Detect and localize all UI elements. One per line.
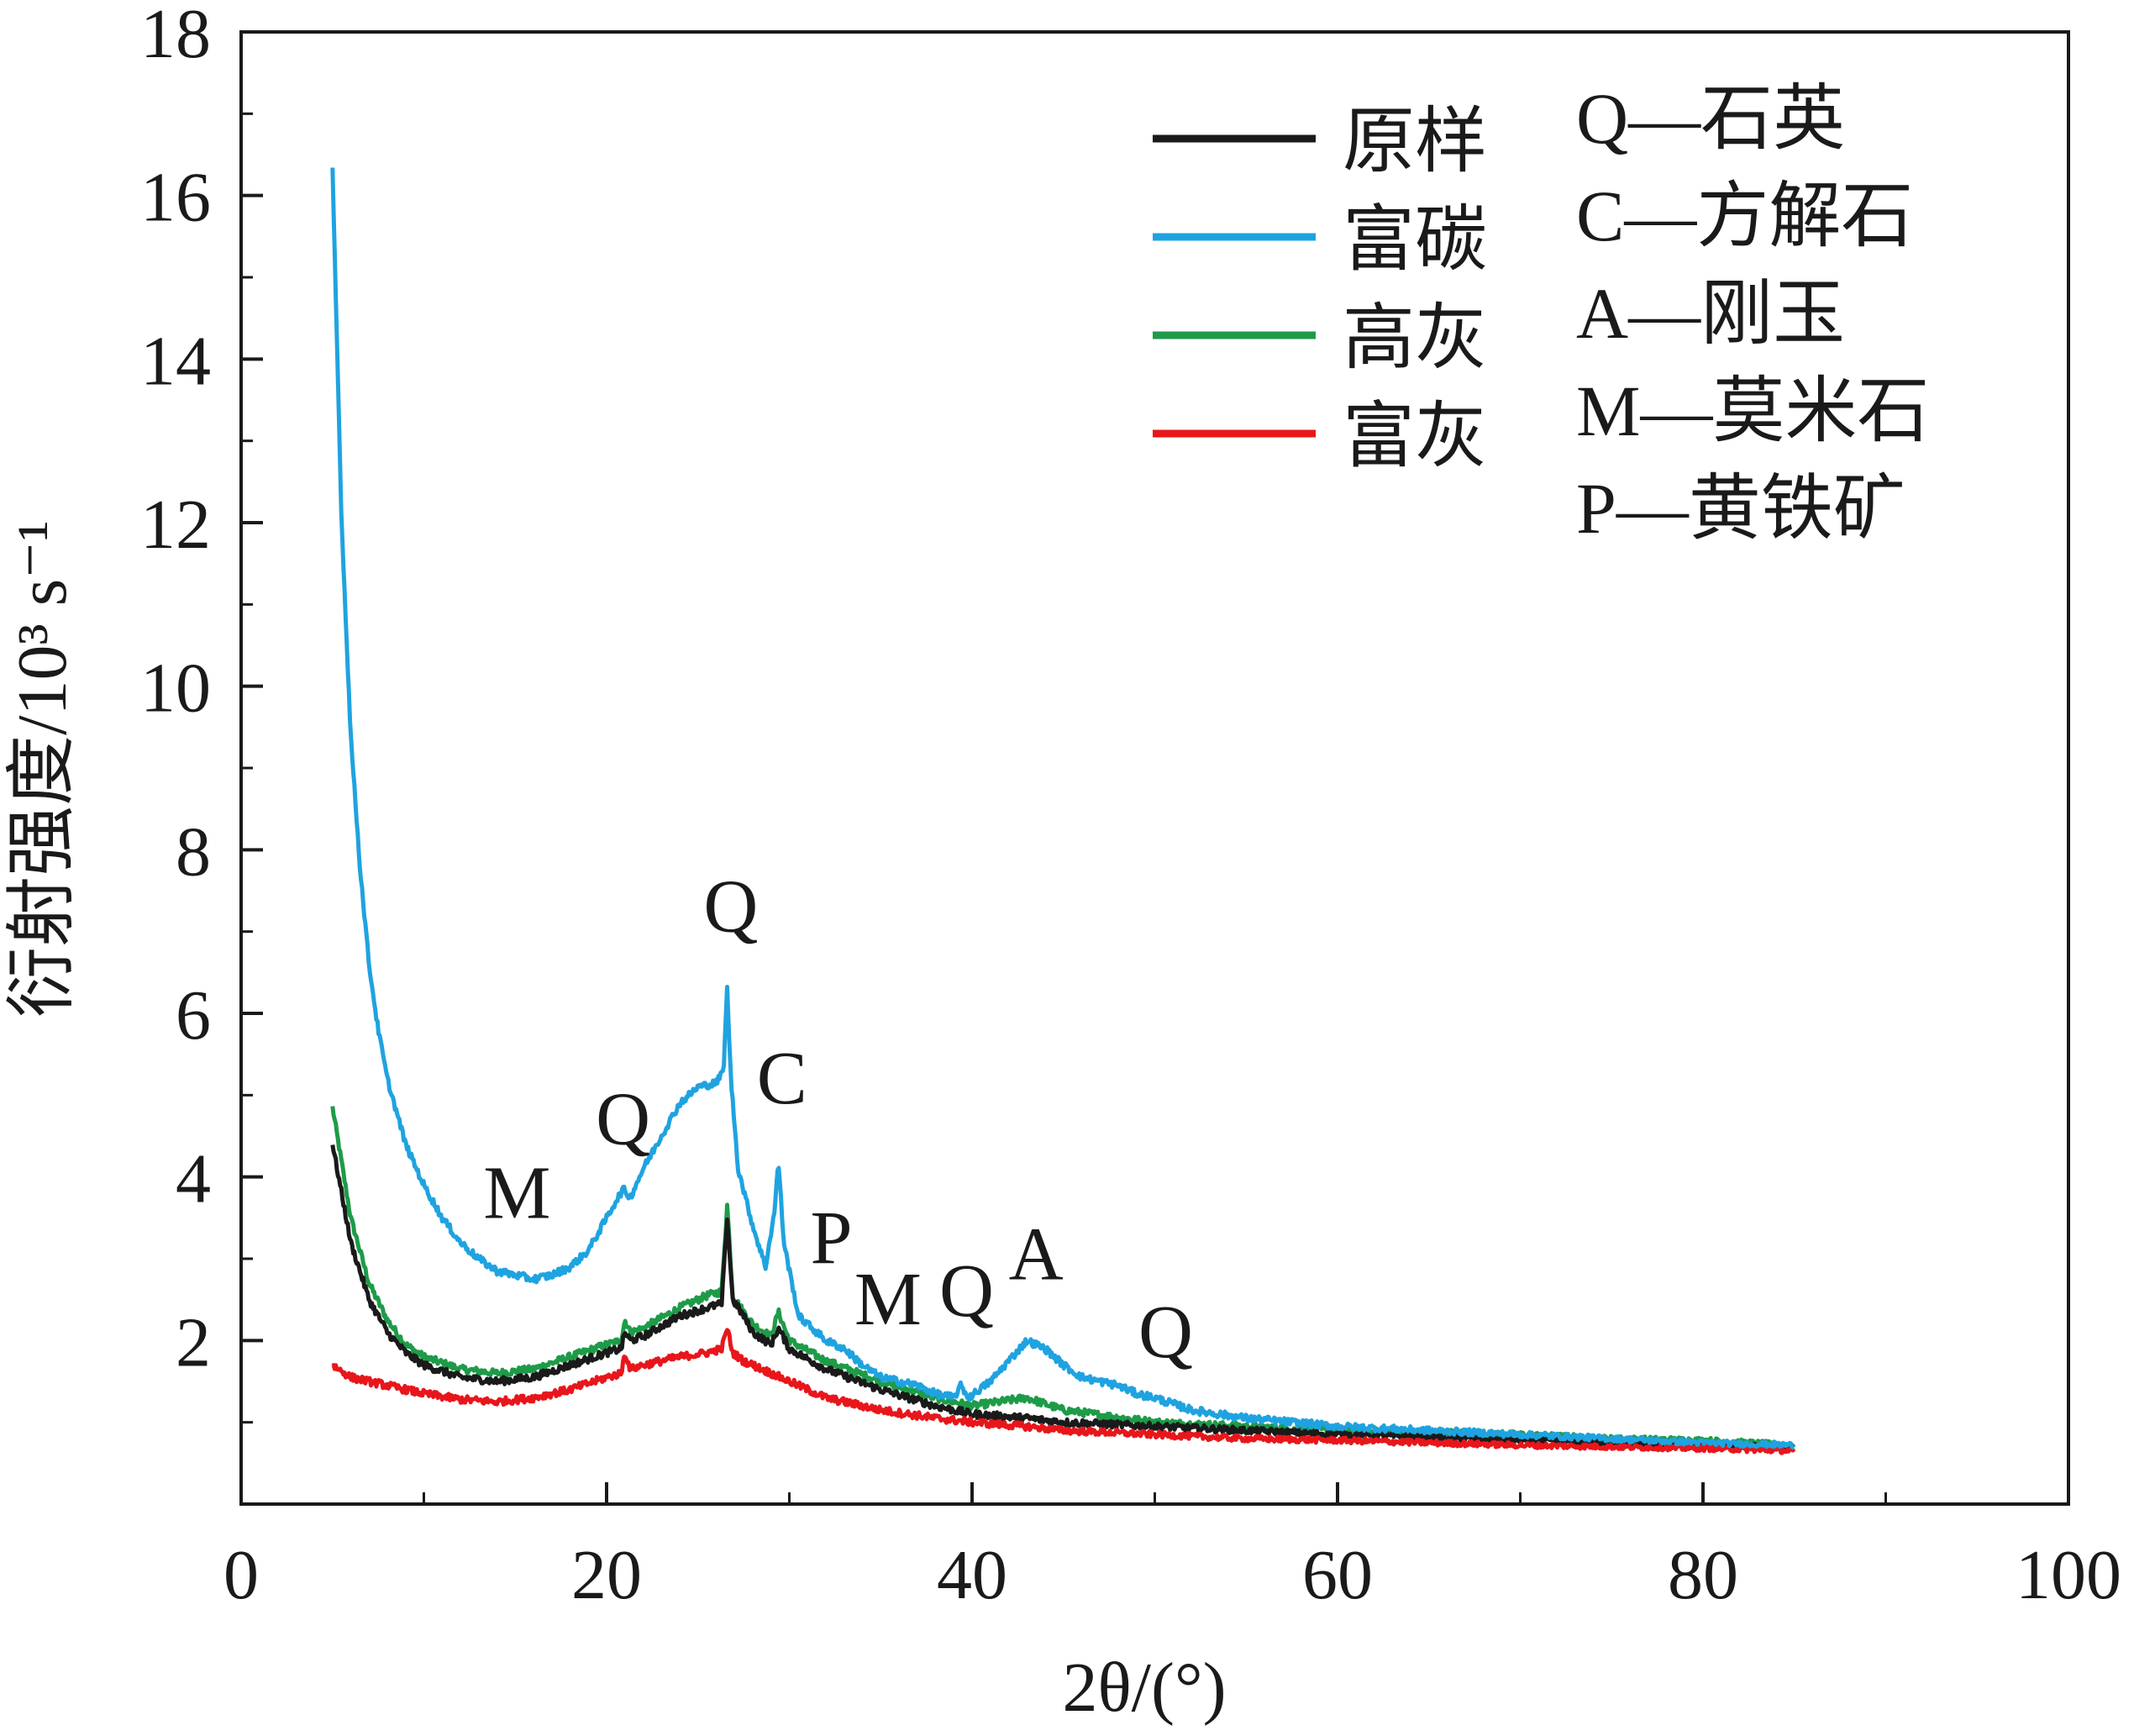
- y-tick-label: 2: [176, 1303, 211, 1381]
- y-tick-label: 8: [176, 813, 211, 891]
- legend-label-0: 原样: [1343, 99, 1487, 183]
- peak-label-c: C: [757, 1037, 807, 1120]
- series-group: [330, 167, 1796, 1455]
- peak-label-a: A: [1009, 1213, 1064, 1296]
- x-tick-label: 80: [1668, 1536, 1738, 1614]
- y-tick-label: 12: [140, 486, 211, 564]
- peak-label-q: Q: [1138, 1291, 1193, 1374]
- x-tick-label: 60: [1302, 1536, 1373, 1614]
- phase-key-a: A—刚玉: [1576, 273, 1845, 354]
- legend-label-2: 高灰: [1343, 296, 1487, 380]
- peak-label-q: Q: [596, 1078, 650, 1161]
- phase-key-c: C—方解石: [1576, 176, 1913, 256]
- y-tick-label: 10: [140, 650, 211, 728]
- phase-key: Q—石英 C—方解石 A—刚玉 M—莫米石 P—黄铁矿: [1576, 78, 1929, 549]
- phase-key-m: M—莫米石: [1576, 371, 1929, 451]
- phase-key-p: P—黄铁矿: [1576, 468, 1905, 549]
- x-axis-title: 2θ/(°): [1062, 1649, 1226, 1727]
- y-tick-label: 6: [176, 976, 211, 1055]
- legend-label-1: 富碳: [1343, 197, 1487, 281]
- y-tick-label: 14: [140, 322, 211, 400]
- legend-label-3: 富灰: [1343, 394, 1487, 478]
- peak-label-m: M: [483, 1151, 550, 1234]
- phase-key-q: Q—石英: [1576, 78, 1845, 159]
- x-tick-label: 40: [937, 1536, 1007, 1614]
- peak-label-q: Q: [939, 1249, 994, 1333]
- axes: 0 20 40 60 80 100 2 4 6 8 10 12 14 16 18: [140, 0, 2121, 1614]
- x-tick-label: 100: [2016, 1536, 2121, 1614]
- series-line-1: [330, 167, 1795, 1450]
- peak-label-m: M: [854, 1258, 922, 1341]
- y-tick-label: 16: [140, 159, 211, 237]
- x-tick-label: 20: [571, 1536, 642, 1614]
- series-line-0: [330, 1144, 1795, 1451]
- series-line-3: [331, 1328, 1796, 1455]
- peak-label-p: P: [810, 1197, 852, 1280]
- y-axis-title: 衍射强度/10³ s⁻¹: [3, 520, 81, 1018]
- peak-label-q: Q: [703, 865, 758, 949]
- x-tick-label: 0: [223, 1536, 259, 1614]
- y-tick-label: 4: [176, 1140, 211, 1218]
- y-tick-label: 18: [140, 0, 211, 73]
